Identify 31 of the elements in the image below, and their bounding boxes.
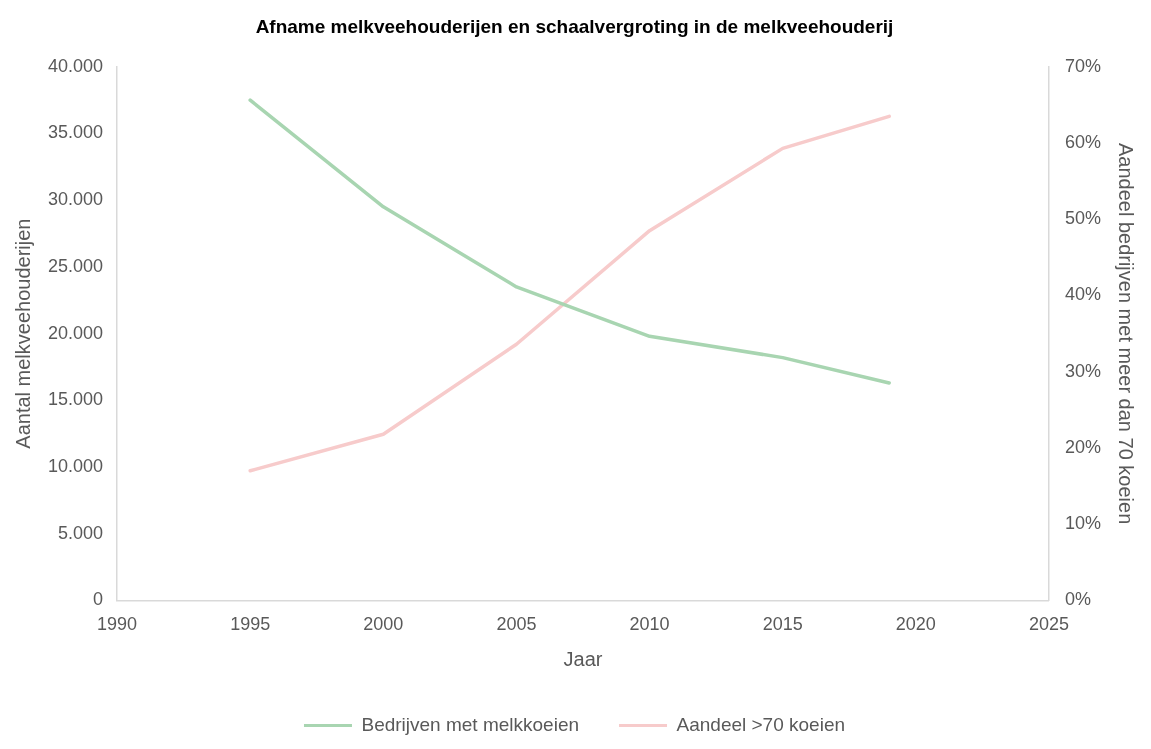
y2-tick-label: 10% [1064,513,1101,534]
y2-tick-label: 40% [1064,284,1101,305]
y-tick-label: 15.000 [47,389,104,410]
y-tick-label: 40.000 [47,55,104,76]
y-tick-label: 10.000 [47,455,104,476]
x-tick-label: 2015 [762,614,803,635]
x-tick-label: 2020 [895,614,936,635]
x-tick-label: 2010 [629,614,670,635]
chart-title: Afname melkveehouderijen en schaalvergroting in de melkveehouderij [255,15,894,37]
y2-tick-label: 70% [1064,55,1101,76]
y-tick-label: 25.000 [47,255,104,276]
y-axis-title: Aantal melkveehouderijen [11,218,34,449]
y2-tick-label: 60% [1064,132,1101,152]
y-tick-label: 35.000 [47,122,104,143]
y2-tick-label: 20% [1064,436,1101,457]
y2-axis-title: Aandeel bedrijven met meer dan 70 koeien [1115,142,1138,525]
x-tick-label: 2005 [496,614,537,635]
x-tick-label: 1990 [97,614,138,635]
y-tick-label: 20.000 [47,322,104,343]
x-tick-label: 2000 [363,614,404,635]
y2-tick-label: 50% [1064,208,1101,229]
x-tick-label: 1995 [230,614,271,635]
legend-label: Aandeel >70 koeien [676,713,846,735]
y-tick-label: 30.000 [47,189,104,210]
legend-label: Bedrijven met melkkoeien [361,713,580,735]
x-axis-title: Jaar [563,647,603,670]
y-tick-label: 5.000 [58,522,104,543]
y2-tick-label: 30% [1064,360,1101,381]
x-tick-label: 2025 [1028,614,1069,635]
y-tick-label: 0 [93,589,104,610]
y2-tick-label: 0% [1064,589,1091,610]
